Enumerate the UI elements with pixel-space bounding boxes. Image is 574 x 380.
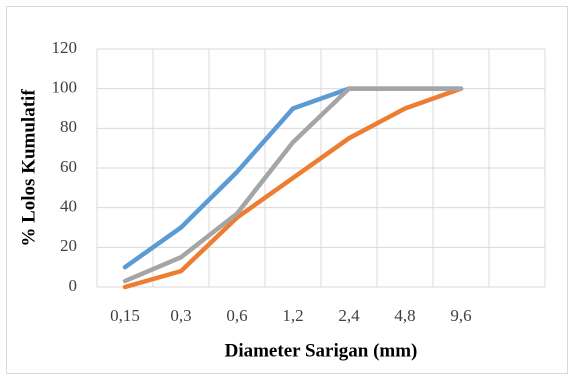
series-line	[122, 86, 464, 284]
y-tick-label: 80	[60, 117, 77, 136]
x-tick-label: 1,2	[282, 306, 303, 325]
y-axis-title: % Lolos Kumulatif	[18, 89, 39, 247]
chart-border	[6, 6, 568, 374]
x-tick-label: 0,15	[110, 306, 140, 325]
y-tick-label: 40	[60, 197, 77, 216]
x-tick-label: 0,3	[170, 306, 191, 325]
x-tick-label: 2,4	[338, 306, 360, 325]
y-tick-label: 120	[52, 38, 78, 57]
x-tick-label: 4,8	[394, 306, 415, 325]
x-tick-label: 0,6	[226, 306, 247, 325]
y-tick-label: 20	[60, 236, 77, 255]
y-tick-label: 60	[60, 157, 77, 176]
y-tick-label: 0	[69, 276, 78, 295]
y-tick-label: 100	[52, 78, 78, 97]
series-line	[122, 86, 464, 290]
x-tick-label: 9,6	[450, 306, 471, 325]
x-axis-title: Diameter Sarigan (mm)	[225, 340, 418, 361]
